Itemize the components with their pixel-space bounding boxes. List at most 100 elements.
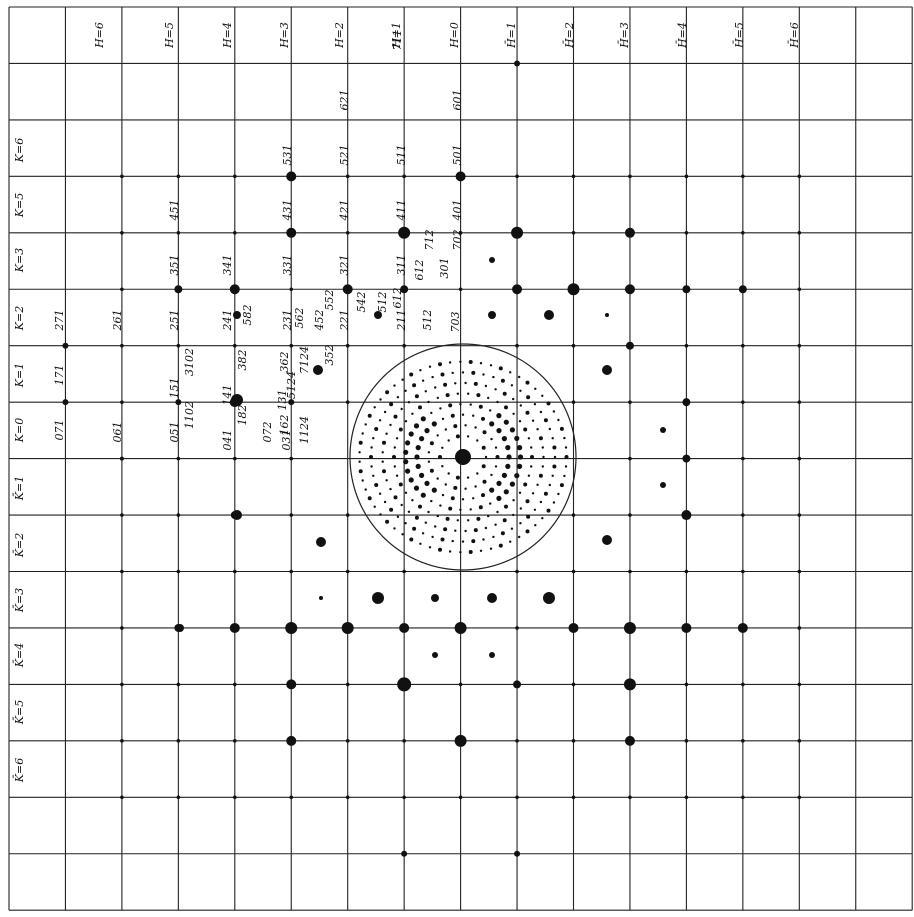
- lattice-spot: [233, 344, 237, 348]
- column-header: H=6: [93, 22, 106, 49]
- pattern-spot: [476, 393, 480, 397]
- pattern-spot: [549, 428, 551, 430]
- pattern-spot: [464, 530, 466, 532]
- pattern-spot: [563, 475, 565, 477]
- pattern-spot: [511, 528, 513, 530]
- diffraction-grid: H=6H=5H=4H=3H=2H=1H=0H̄=1H̄=2H̄=3H̄=4H̄=…: [0, 0, 914, 913]
- pattern-spot: [430, 469, 434, 473]
- row-header: K̄=3: [13, 588, 26, 613]
- pattern-spot: [370, 446, 372, 448]
- pattern-spot: [539, 436, 543, 440]
- row-header: K=5: [13, 193, 26, 218]
- lattice-spot: [798, 175, 802, 179]
- pattern-spot: [462, 540, 464, 542]
- pattern-spot: [565, 465, 567, 467]
- pattern-spot: [392, 455, 396, 459]
- lattice-spot: [741, 570, 745, 574]
- column-header: H=4: [221, 22, 234, 49]
- pattern-spot: [382, 461, 384, 463]
- pattern-spot: [512, 499, 514, 501]
- pattern-spot: [404, 390, 406, 392]
- index-label: 321: [338, 255, 351, 276]
- lattice-spot: [568, 283, 580, 295]
- pattern-spot: [451, 414, 455, 418]
- pattern-spot: [483, 430, 487, 434]
- pattern-spot: [424, 481, 429, 486]
- pattern-spot: [454, 382, 456, 384]
- lattice-spot: [233, 231, 237, 235]
- pattern-spot: [482, 538, 484, 540]
- pattern-spot: [379, 493, 381, 495]
- pattern-spot: [429, 366, 431, 368]
- pattern-spot: [485, 385, 487, 387]
- index-label: 612: [413, 260, 426, 281]
- pattern-spot: [490, 474, 492, 476]
- pattern-spot: [427, 511, 429, 513]
- lattice-spot: [511, 227, 523, 239]
- index-label: 703: [449, 312, 462, 333]
- lattice-spot: [177, 231, 181, 235]
- lattice-spot: [798, 231, 802, 235]
- pattern-spot: [446, 517, 450, 521]
- pattern-spot: [557, 493, 559, 495]
- pattern-spot: [358, 461, 360, 463]
- lattice-spot: [685, 175, 689, 179]
- pattern-spot: [474, 426, 476, 428]
- column-header: H̄=4: [676, 22, 689, 49]
- lattice-spot: [342, 622, 354, 634]
- extra-spot: [432, 652, 438, 658]
- pattern-spot: [526, 395, 530, 399]
- pattern-spot: [393, 527, 395, 529]
- lattice-spot: [402, 739, 406, 743]
- lattice-spot: [230, 623, 240, 633]
- column-header: H=3: [278, 22, 291, 49]
- pattern-spot: [365, 488, 367, 490]
- index-label: 1102: [183, 401, 196, 429]
- pattern-spot: [411, 499, 413, 501]
- pattern-spot: [404, 522, 406, 524]
- lattice-spot: [628, 570, 632, 574]
- pattern-spot: [385, 479, 387, 481]
- pattern-spot: [379, 419, 381, 421]
- pattern-spot: [403, 450, 408, 455]
- pattern-spot: [396, 475, 398, 477]
- row-header: K=3: [13, 248, 26, 273]
- pattern-spot: [459, 361, 461, 363]
- pattern-spot: [415, 516, 419, 520]
- pattern-spot: [467, 519, 469, 521]
- index-label: 041: [221, 430, 234, 451]
- pattern-spot: [446, 393, 450, 397]
- pattern-spot: [462, 371, 464, 373]
- lattice-spot: [798, 513, 802, 517]
- pattern-spot: [542, 456, 544, 458]
- extra-spot: [233, 311, 241, 319]
- pattern-spot: [419, 436, 424, 441]
- index-label: 331: [281, 255, 294, 276]
- extra-spot: [544, 310, 554, 320]
- lattice-spot: [798, 796, 802, 800]
- row-header: K=2: [13, 306, 26, 331]
- lattice-spot: [177, 739, 181, 743]
- pattern-spot: [470, 403, 472, 405]
- lattice-spot: [177, 175, 181, 179]
- pattern-spot: [530, 465, 532, 467]
- pattern-spot: [448, 403, 452, 407]
- lattice-spot: [233, 739, 237, 743]
- lattice-spot: [741, 231, 745, 235]
- pattern-spot: [490, 364, 492, 366]
- pattern-spot: [536, 428, 538, 430]
- pattern-spot: [389, 488, 391, 490]
- lattice-spot: [233, 457, 237, 461]
- lattice-spot: [233, 175, 237, 179]
- pattern-spot: [512, 514, 514, 516]
- index-label: 511: [395, 145, 408, 166]
- lattice-spot: [455, 735, 467, 747]
- index-label: 271: [53, 310, 66, 332]
- row-header: K̄=5: [13, 700, 26, 725]
- index-label: 7124: [298, 346, 311, 374]
- pattern-spot: [526, 381, 530, 385]
- pattern-spot: [496, 511, 498, 513]
- pattern-spot: [506, 454, 511, 459]
- pattern-spot: [408, 401, 410, 403]
- pattern-spot: [409, 373, 413, 377]
